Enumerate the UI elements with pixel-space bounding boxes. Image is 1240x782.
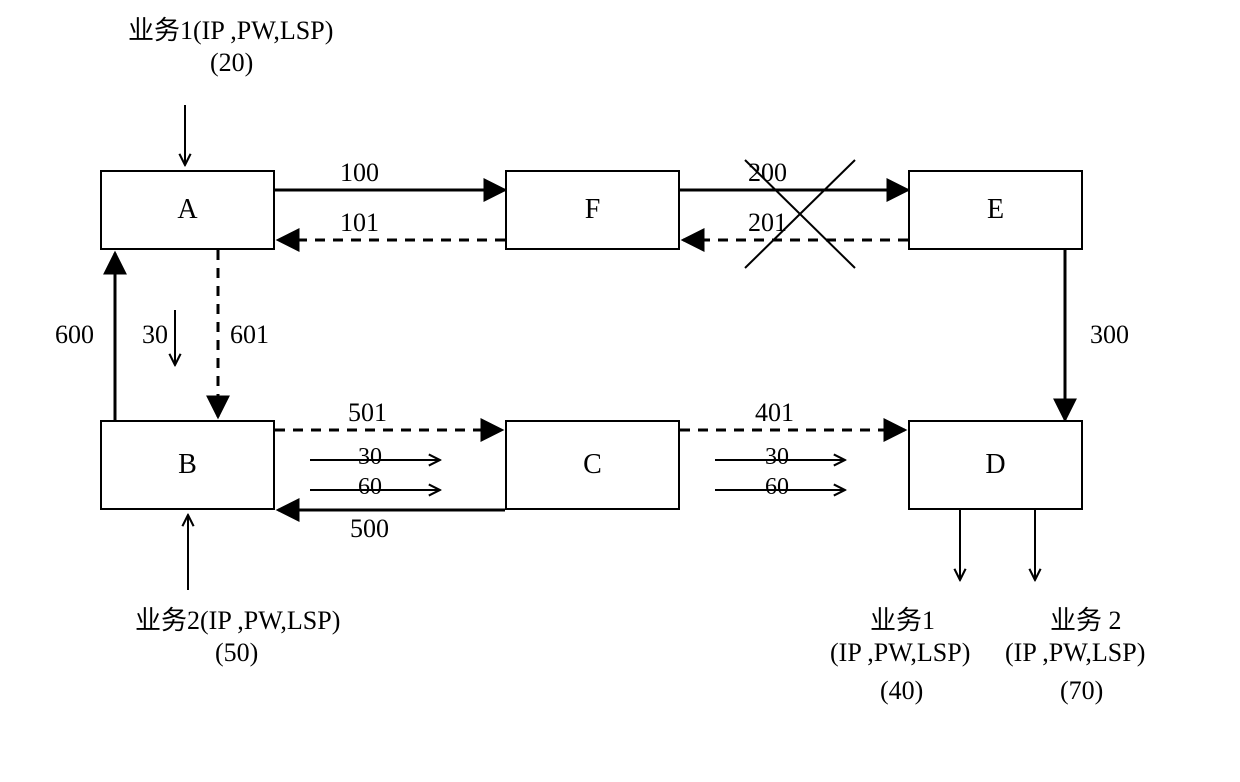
- lbl-501: 501: [348, 398, 387, 428]
- lbl-600: 600: [55, 320, 94, 350]
- node-e: E: [908, 170, 1083, 250]
- lbl-401: 401: [755, 398, 794, 428]
- svc1-out-line2: (IP ,PW,LSP): [830, 638, 970, 668]
- lbl-ab30: 30: [142, 320, 168, 350]
- lbl-100: 100: [340, 158, 379, 188]
- svc2-bot-line2: (50): [215, 638, 258, 668]
- svc2-out-line2: (IP ,PW,LSP): [1005, 638, 1145, 668]
- lbl-cd30: 30: [765, 444, 789, 471]
- node-d: D: [908, 420, 1083, 510]
- node-b-label: B: [178, 449, 197, 481]
- lbl-500: 500: [350, 514, 389, 544]
- lbl-cd60: 60: [765, 474, 789, 501]
- lbl-bc30: 30: [358, 444, 382, 471]
- node-d-label: D: [985, 449, 1005, 481]
- svc1-top-line2: (20): [210, 48, 253, 78]
- node-a-label: A: [177, 194, 197, 226]
- svc2-out-line3: (70): [1060, 676, 1103, 706]
- lbl-601: 601: [230, 320, 269, 350]
- svc2-out-line1: 业务 2: [1050, 600, 1122, 637]
- node-e-label: E: [987, 194, 1004, 226]
- node-f-label: F: [585, 194, 601, 226]
- node-c-label: C: [583, 449, 602, 481]
- svc1-top-line1: 业务1(IP ,PW,LSP): [128, 10, 333, 47]
- lbl-300: 300: [1090, 320, 1129, 350]
- node-b: B: [100, 420, 275, 510]
- lbl-201: 201: [748, 208, 787, 238]
- svc1-out-line3: (40): [880, 676, 923, 706]
- node-a: A: [100, 170, 275, 250]
- lbl-200: 200: [748, 158, 787, 188]
- lbl-bc60: 60: [358, 474, 382, 501]
- node-f: F: [505, 170, 680, 250]
- lbl-101: 101: [340, 208, 379, 238]
- svc2-bot-line1: 业务2(IP ,PW,LSP): [135, 600, 340, 637]
- svc1-out-line1: 业务1: [870, 600, 935, 637]
- node-c: C: [505, 420, 680, 510]
